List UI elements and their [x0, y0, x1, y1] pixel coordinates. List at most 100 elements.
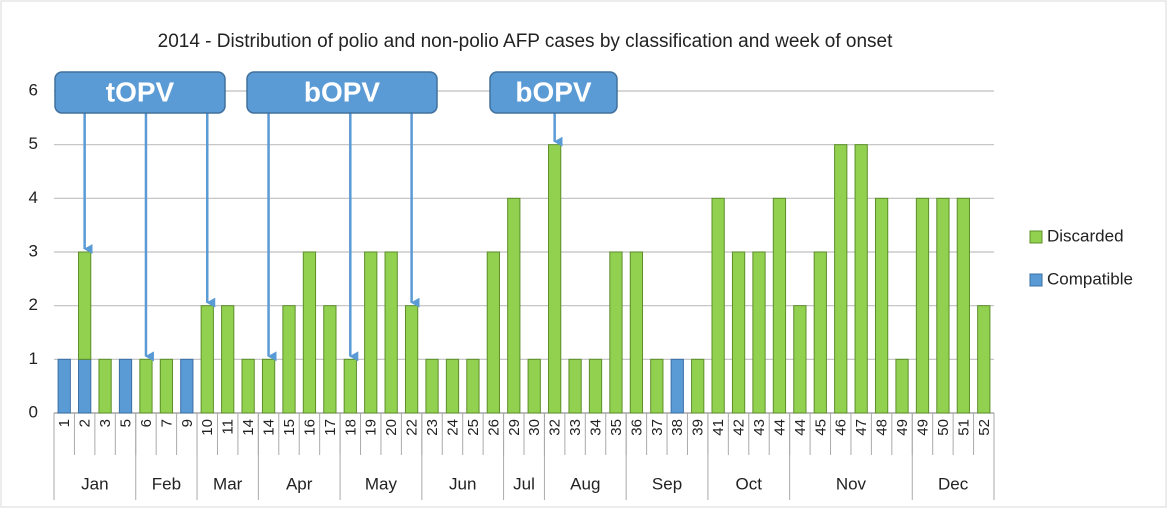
group-label: Sep	[652, 474, 682, 493]
bar-segment	[956, 197, 970, 414]
bar-segment	[78, 251, 92, 360]
group-label: Apr	[286, 474, 313, 493]
bar-segment	[323, 305, 337, 414]
x-tick-label: 3	[97, 419, 114, 427]
y-tick-label: 6	[29, 80, 38, 99]
bar-segment	[691, 358, 705, 414]
legend-swatch	[1029, 273, 1043, 287]
annotation-box	[489, 71, 618, 114]
y-tick-label: 4	[29, 188, 38, 207]
x-tick-label: 9	[179, 419, 196, 427]
group-label: Feb	[152, 474, 181, 493]
x-tick-label: 7	[158, 419, 175, 427]
x-tick-label: 6	[138, 419, 155, 427]
x-tick-label: 24	[444, 419, 461, 436]
x-tick-label: 20	[383, 419, 400, 436]
x-tick-label: 14	[261, 419, 278, 436]
y-tick-label: 0	[29, 402, 38, 421]
group-label: May	[365, 474, 398, 493]
bar-segment	[609, 251, 623, 414]
bar-segment	[936, 197, 950, 414]
x-tick-label: 14	[240, 419, 257, 436]
x-tick-label: 30	[526, 419, 543, 436]
bar-segment	[568, 358, 582, 414]
x-tick-label: 16	[301, 419, 318, 436]
x-tick-label: 22	[404, 419, 421, 436]
x-tick-label: 15	[281, 419, 298, 436]
x-tick-label: 44	[792, 419, 809, 436]
annotation-box	[54, 71, 226, 114]
group-label: Nov	[836, 474, 867, 493]
chart-title: 2014 - Distribution of polio and non-pol…	[158, 31, 893, 52]
x-tick-label: 10	[199, 419, 216, 436]
bar-segment	[527, 358, 541, 414]
bar-segment	[670, 358, 684, 414]
bar-segment	[915, 197, 930, 414]
bar-segment	[466, 358, 480, 414]
x-tick-label: 26	[485, 419, 502, 436]
group-label: Dec	[938, 474, 969, 493]
x-tick-label: 25	[465, 419, 482, 436]
x-tick-label: 5	[117, 419, 134, 427]
x-tick-label: 48	[874, 419, 891, 436]
bar-segment	[854, 144, 868, 414]
bar-segment	[118, 358, 133, 414]
x-tick-label: 44	[771, 419, 788, 436]
bar-segment	[200, 305, 214, 414]
bar-segment	[629, 251, 644, 414]
bar-segment	[78, 358, 92, 414]
group-label: Aug	[570, 474, 600, 493]
bar-segment	[793, 305, 807, 414]
legend-label: Discarded	[1047, 226, 1124, 245]
bar-segment	[874, 197, 889, 414]
bar-segment	[261, 358, 276, 414]
x-tick-label: 52	[976, 419, 993, 436]
x-tick-label: 39	[690, 419, 707, 436]
y-tick-label: 2	[29, 295, 38, 314]
group-label: Jan	[81, 474, 108, 493]
bar-segment	[977, 305, 991, 414]
x-tick-label: 18	[342, 419, 359, 436]
annotation-label: bOPV	[515, 76, 592, 107]
legend-label: Compatible	[1047, 269, 1133, 288]
x-tick-label: 45	[812, 419, 829, 436]
bar-segment	[445, 358, 460, 414]
bar-segment	[772, 197, 787, 414]
bar-segment	[98, 358, 112, 414]
annotation-label: tOPV	[106, 76, 175, 107]
x-tick-label: 43	[751, 419, 768, 436]
bar-segment	[711, 197, 725, 414]
x-tick-label: 47	[853, 419, 870, 436]
bar-segment	[507, 197, 521, 414]
x-tick-label: 50	[935, 419, 952, 436]
y-tick-label: 1	[29, 349, 38, 368]
bar-segment	[302, 251, 317, 414]
x-tick-label: 32	[547, 419, 564, 436]
bar-segment	[139, 358, 153, 414]
x-tick-label: 37	[649, 419, 666, 436]
bar-segment	[57, 358, 71, 414]
bar-segment	[425, 358, 439, 414]
bar-segment	[364, 251, 378, 414]
x-tick-label: 46	[833, 419, 850, 436]
bar-segment	[159, 358, 174, 414]
bar-segment	[548, 144, 562, 414]
x-tick-label: 42	[731, 419, 748, 436]
bar-segment	[282, 305, 296, 414]
x-tick-label: 2	[77, 419, 94, 427]
x-tick-label: 33	[567, 419, 584, 436]
bar-segment	[813, 251, 827, 414]
bar-segment	[221, 305, 235, 414]
group-label: Mar	[213, 474, 243, 493]
group-label: Jun	[449, 474, 476, 493]
x-tick-label: 19	[363, 419, 380, 436]
bar-segment	[752, 251, 766, 414]
legend-swatch	[1029, 230, 1043, 244]
bar-segment	[404, 305, 419, 414]
y-tick-label: 3	[29, 241, 38, 260]
group-label: Jul	[513, 474, 535, 493]
x-tick-label: 41	[710, 419, 727, 436]
x-tick-label: 11	[220, 419, 237, 435]
annotation-box	[246, 71, 438, 114]
